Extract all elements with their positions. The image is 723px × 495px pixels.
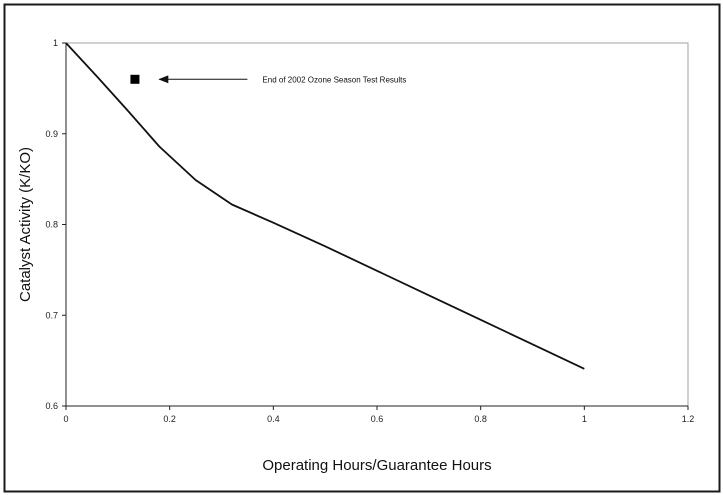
x-tick-label: 0.2 [163,414,176,424]
x-tick-label: 1.2 [682,414,695,424]
chart-marks: End of 2002 Ozone Season Test Results [65,42,585,370]
plot-area [65,42,689,407]
x-tick-label: 0.4 [267,414,280,424]
y-tick-label: 0.9 [45,129,58,139]
x-axis-title: Operating Hours/Guarantee Hours [262,457,491,474]
x-tick-label: 1 [582,414,587,424]
activity-curve-line [65,42,585,370]
y-tick-label: 0.6 [45,401,58,411]
test-result-point [130,74,140,84]
y-axis-title: Catalyst Activity (K/KO) [17,147,34,302]
x-tick-label: 0.8 [474,414,487,424]
x-tick-label: 0.6 [371,414,384,424]
annotation-label: End of 2002 Ozone Season Test Results [262,75,406,84]
y-tick-label: 0.7 [45,310,58,320]
x-tick-label: 0 [63,414,68,424]
y-tick-label: 0.8 [45,220,58,230]
axes: 0 0.2 0.4 0.6 0.8 1 1.2 0.6 0.7 0.8 0.9 1 [45,38,694,424]
y-tick-label: 1 [53,38,58,48]
